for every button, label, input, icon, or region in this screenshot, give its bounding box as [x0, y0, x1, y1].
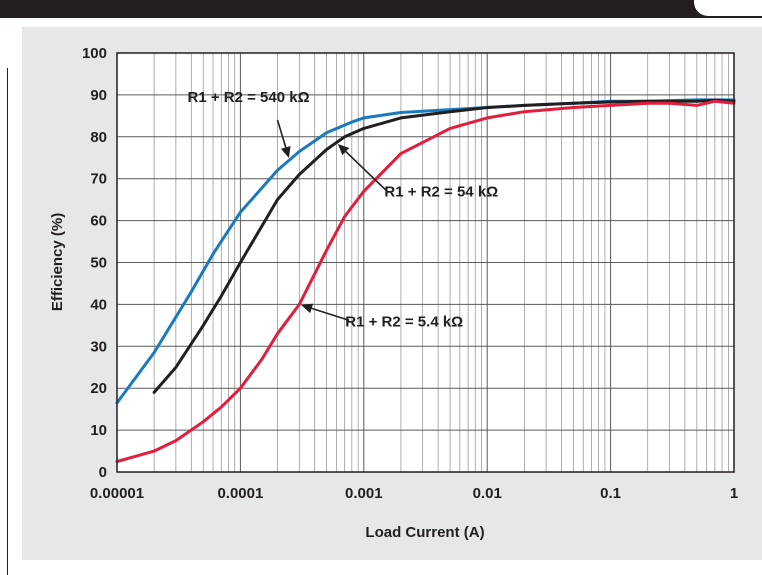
x-tick-label: 0.001 [345, 485, 383, 502]
y-tick-label: 90 [90, 87, 107, 104]
annotation-arrow-line [345, 150, 389, 194]
y-tick-label: 0 [99, 464, 107, 481]
y-tick-label: 40 [90, 296, 107, 313]
x-axis-label: Load Current (A) [365, 524, 484, 541]
y-tick-label: 10 [90, 422, 107, 439]
y-tick-label: 100 [82, 45, 107, 62]
series-layer [115, 98, 736, 463]
efficiency-chart: 0.00001 0.0001 0.001 0.01 0.1 1 0 10 20 30 40 50 60… [49, 45, 738, 541]
x-tick-label: 0.00001 [90, 485, 144, 502]
y-tick-label: 50 [90, 255, 107, 272]
series-line-1 [152, 98, 736, 394]
annotation-arrow-head [301, 303, 314, 314]
annotation-arrow-head [337, 143, 350, 156]
series-line-2 [115, 99, 736, 463]
y-tick-label: 60 [90, 213, 107, 230]
annotation-arrow-head [280, 146, 291, 159]
y-tick-label: 70 [90, 171, 107, 188]
header-tab [694, 0, 762, 16]
chart-panel: 0.00001 0.0001 0.001 0.01 0.1 1 0 10 20 30 40 50 60… [22, 27, 762, 560]
x-tick-label: 0.1 [600, 485, 621, 502]
x-tick-label: 0.0001 [217, 485, 263, 502]
y-tick-label: 20 [90, 380, 107, 397]
x-tick-label: 1 [730, 485, 738, 502]
annotation-label: R1 + R2 = 5.4 kΩ [345, 313, 463, 330]
y-tick-labels: 0 10 20 30 40 50 60 70 80 90 100 [82, 45, 107, 481]
y-axis-label: Efficiency (%) [49, 213, 66, 311]
y-tick-label: 30 [90, 338, 107, 355]
annotation-arrow-line [276, 119, 287, 148]
plot-frame [116, 52, 735, 473]
x-tick-label: 0.01 [473, 485, 502, 502]
annotation-arrow-line [311, 307, 350, 322]
y-tick-label: 80 [90, 129, 107, 146]
x-tick-labels: 0.00001 0.0001 0.001 0.01 0.1 1 [90, 485, 738, 502]
annotation-layer: R1 + R2 = 540 kΩ R1 + R2 = 54 kΩ R1 + R2 =… [188, 89, 499, 330]
annotation-label: R1 + R2 = 540 kΩ [188, 89, 310, 106]
annotation-label: R1 + R2 = 54 kΩ [384, 184, 498, 201]
header-bar [0, 0, 762, 18]
left-rule [7, 68, 8, 575]
